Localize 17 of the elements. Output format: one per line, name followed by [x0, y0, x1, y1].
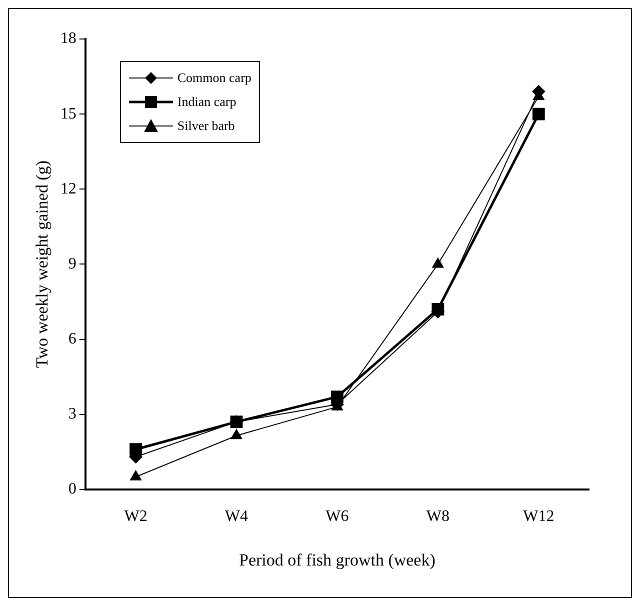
x-tick-label: W8 [426, 508, 450, 526]
x-tick-label: W12 [523, 508, 554, 526]
legend-label: Silver barb [177, 118, 235, 134]
y-axis-title: Two weekly weight gained (g) [32, 160, 52, 368]
y-tick-label: 3 [68, 406, 76, 423]
x-tick-label: W2 [124, 508, 148, 526]
y-tick-label: 15 [60, 105, 76, 122]
y-tick-label: 9 [68, 255, 76, 272]
x-axis-title: Period of fish growth (week) [238, 550, 436, 570]
x-tick-label: W4 [224, 508, 248, 526]
y-tick-label: 18 [60, 30, 76, 48]
y-tick-label: 12 [60, 180, 76, 198]
y-tick-label: 6 [68, 330, 76, 348]
legend-label: Indian carp [177, 94, 236, 110]
y-tick-label: 0 [68, 480, 76, 498]
legend-label: Common carp [177, 70, 252, 86]
x-tick-label: W6 [326, 508, 349, 526]
